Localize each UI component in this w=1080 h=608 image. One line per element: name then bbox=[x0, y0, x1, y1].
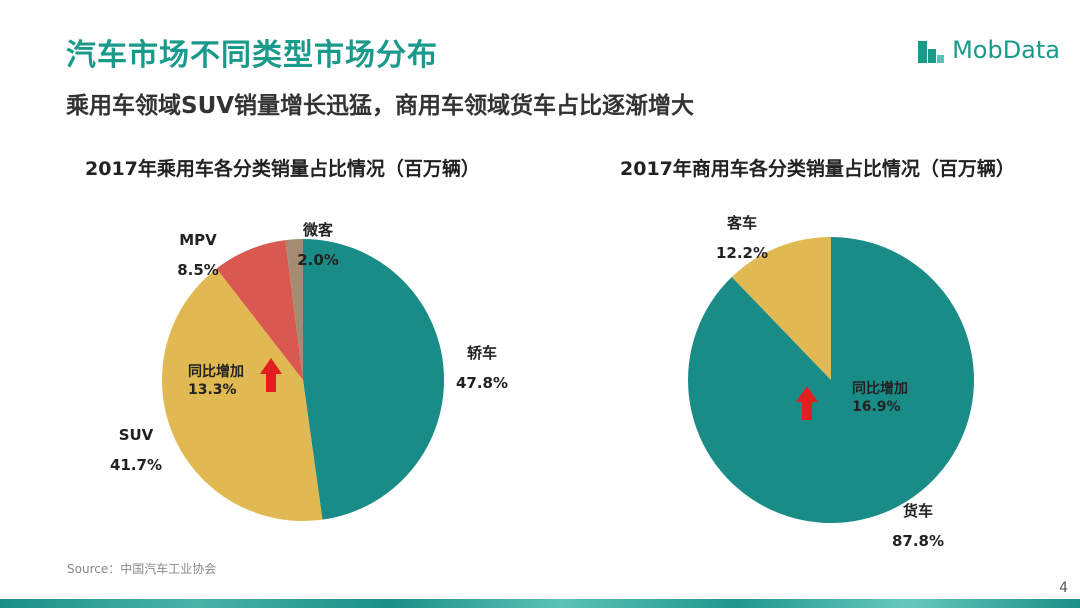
passenger-slice-2 bbox=[216, 240, 303, 380]
passenger-slice-1 bbox=[161, 268, 323, 522]
commercial-slice-0 bbox=[688, 237, 975, 523]
mobdata-logo-icon bbox=[918, 41, 945, 63]
commercial-slice-1 bbox=[731, 237, 831, 380]
slice-label-suv: SUV bbox=[119, 426, 154, 444]
slice-value-truck: 87.8% bbox=[892, 532, 944, 550]
source-note: Source：中国汽车工业协会 bbox=[67, 562, 217, 576]
chart-title-passenger: 2017年乘用车各分类销量占比情况（百万辆） bbox=[85, 158, 480, 180]
slice-value-bus: 12.2% bbox=[716, 244, 768, 262]
pie-chart-commercial: 客车 12.2% 货车 87.8% 同比增加 16.9% bbox=[688, 214, 975, 550]
logo-text: MobData bbox=[952, 36, 1060, 64]
passenger-slice-0 bbox=[303, 238, 445, 520]
pie1-slices bbox=[161, 238, 445, 522]
up-arrow-icon bbox=[260, 358, 282, 392]
page-subtitle: 乘用车领域SUV销量增长迅猛，商用车领域货车占比逐渐增大 bbox=[66, 93, 695, 119]
slice-label-bus: 客车 bbox=[726, 214, 757, 232]
slice-value-suv: 41.7% bbox=[110, 456, 162, 474]
slice-label-truck: 货车 bbox=[903, 502, 933, 520]
footer-bar bbox=[0, 599, 1080, 608]
passenger-slice-3 bbox=[285, 239, 303, 380]
slice-label-mpv: MPV bbox=[179, 231, 217, 249]
slice-value-mpv: 8.5% bbox=[177, 261, 219, 279]
yoy-value-commercial: 16.9% bbox=[852, 399, 901, 415]
slice-label-sedan: 轿车 bbox=[467, 344, 497, 362]
pie2-slices bbox=[688, 237, 975, 523]
slice-value-microvan: 2.0% bbox=[297, 251, 339, 269]
mobdata-logo: MobData bbox=[918, 34, 1060, 66]
page-title: 汽车市场不同类型市场分布 bbox=[66, 38, 438, 73]
slice-label-microvan: 微客 bbox=[302, 221, 334, 239]
slice-value-sedan: 47.8% bbox=[456, 374, 508, 392]
pie-chart-passenger: 轿车 47.8% SUV 41.7% MPV 8.5% 微客 2.0% 同比增加… bbox=[110, 221, 508, 522]
page-number: 4 bbox=[1059, 580, 1068, 596]
yoy-label-passenger: 同比增加 bbox=[188, 363, 244, 380]
up-arrow-icon bbox=[796, 386, 818, 420]
yoy-label-commercial: 同比增加 bbox=[852, 380, 908, 397]
yoy-value-passenger: 13.3% bbox=[188, 382, 237, 398]
chart-title-commercial: 2017年商用车各分类销量占比情况（百万辆） bbox=[620, 158, 1015, 180]
